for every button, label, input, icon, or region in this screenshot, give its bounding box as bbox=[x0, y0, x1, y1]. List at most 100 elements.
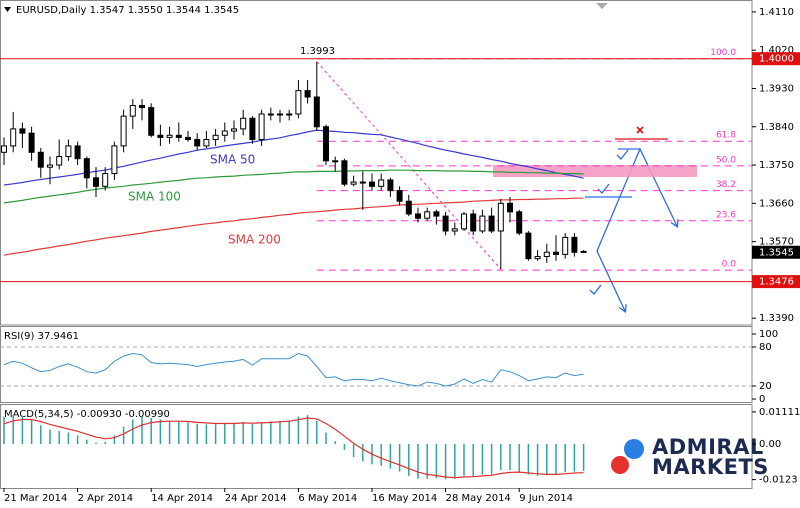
x-tick-label: 6 May 2014 bbox=[298, 493, 357, 504]
fib-trendline bbox=[316, 61, 502, 270]
y-tick-label: 0 bbox=[759, 394, 765, 405]
histogram-bar bbox=[334, 441, 336, 445]
series-label: SMA 50 bbox=[210, 153, 255, 167]
y-tick-label: 1.4020 bbox=[759, 45, 794, 56]
candle-body bbox=[111, 145, 118, 175]
histogram-bar bbox=[40, 425, 42, 445]
histogram-bar bbox=[490, 444, 493, 475]
histogram-bar bbox=[398, 444, 401, 472]
candle-body bbox=[166, 134, 173, 138]
candle-body bbox=[203, 139, 210, 147]
histogram-bar bbox=[546, 444, 548, 476]
rsi-panel bbox=[0, 326, 753, 403]
panel-borders bbox=[0, 0, 753, 489]
main-panel bbox=[0, 0, 753, 326]
cross-mark bbox=[636, 126, 644, 134]
candle-body bbox=[37, 151, 44, 168]
candle-body bbox=[258, 113, 265, 141]
check-mark bbox=[616, 149, 629, 160]
x-tick-label: 14 Apr 2014 bbox=[151, 493, 213, 504]
histogram-bar bbox=[435, 444, 438, 479]
candle-body bbox=[212, 134, 219, 141]
candle-body bbox=[378, 179, 385, 187]
histogram-bar bbox=[58, 431, 60, 445]
histogram-bar bbox=[12, 415, 14, 445]
histogram-bar bbox=[582, 444, 585, 471]
fib-label: 23.6 bbox=[716, 210, 736, 220]
fib-label: 50.0 bbox=[716, 155, 736, 165]
chart-shift-marker[interactable] bbox=[596, 3, 608, 9]
candle-body bbox=[562, 236, 569, 255]
histogram-bar bbox=[509, 444, 511, 471]
histogram-bar bbox=[279, 420, 281, 445]
y-tick-label: 0.00 bbox=[759, 439, 781, 450]
histogram-bar bbox=[49, 429, 51, 445]
candle-body bbox=[194, 139, 201, 147]
candle-body bbox=[359, 181, 366, 184]
histogram-bar bbox=[21, 415, 24, 445]
histogram-bar bbox=[122, 426, 125, 445]
candle-body bbox=[65, 145, 72, 158]
candle-body bbox=[139, 104, 145, 109]
candle-body bbox=[221, 130, 228, 136]
histogram-bar bbox=[196, 423, 198, 445]
candle-body bbox=[74, 145, 81, 160]
moving-average bbox=[3, 169, 584, 204]
price-label-box bbox=[752, 275, 800, 289]
x-tick-label: 9 Jun 2014 bbox=[519, 493, 573, 504]
histogram-bar bbox=[30, 419, 33, 445]
symbol-menu-icon[interactable] bbox=[4, 7, 11, 12]
candle-body bbox=[424, 211, 431, 219]
candle-body bbox=[571, 236, 578, 253]
x-tick-label: 21 Mar 2014 bbox=[4, 493, 67, 504]
histogram-bar bbox=[380, 444, 382, 466]
histogram-bar bbox=[352, 444, 355, 458]
logo-dot bbox=[611, 456, 629, 474]
candle-body bbox=[240, 117, 247, 130]
y-tick-label: 1.3660 bbox=[759, 198, 794, 209]
candle-body bbox=[543, 251, 550, 258]
candle-body bbox=[415, 213, 421, 219]
last-price-box bbox=[752, 245, 800, 259]
histogram-bar bbox=[113, 435, 116, 445]
histogram-bar bbox=[260, 422, 263, 445]
candle-body bbox=[350, 181, 357, 185]
y-tick-label: 0.01111 bbox=[759, 407, 800, 418]
candle-body bbox=[185, 136, 191, 141]
y-tick-label: 1.3570 bbox=[759, 237, 794, 248]
histogram-bar bbox=[104, 441, 106, 445]
histogram-bar bbox=[159, 419, 162, 445]
histogram-bar bbox=[178, 421, 180, 445]
candle-body bbox=[286, 113, 293, 116]
candle-body bbox=[405, 200, 412, 215]
histogram-bar bbox=[233, 423, 235, 445]
histogram-bar bbox=[95, 442, 97, 445]
y-tick-label: 1.3750 bbox=[759, 160, 794, 171]
fib-label: 38.2 bbox=[716, 180, 736, 190]
histogram-bar bbox=[251, 423, 254, 445]
logo: ADMIRAL MARKETS bbox=[611, 435, 768, 479]
candle-body bbox=[83, 158, 90, 179]
histogram-bar bbox=[518, 444, 520, 472]
histogram-bar bbox=[214, 424, 217, 445]
histogram-bar bbox=[76, 435, 79, 445]
candle-body bbox=[516, 211, 523, 234]
histogram-bar bbox=[417, 444, 419, 479]
y-tick-label: 20 bbox=[759, 381, 772, 392]
macd-panel bbox=[0, 404, 753, 489]
rsi-title: RSI(9) 37.9461 bbox=[4, 331, 79, 342]
histogram-bar bbox=[288, 420, 290, 445]
histogram-bar bbox=[224, 423, 226, 445]
histogram-bar bbox=[306, 415, 309, 445]
candle-body bbox=[341, 160, 348, 185]
logo-dot bbox=[624, 439, 644, 459]
histogram-bar bbox=[564, 444, 566, 473]
candle-body bbox=[1, 145, 7, 153]
histogram-bar bbox=[67, 432, 70, 445]
candle-body bbox=[313, 96, 320, 128]
price-zone bbox=[493, 165, 697, 177]
candle-body bbox=[28, 132, 35, 153]
candle-body bbox=[442, 215, 449, 232]
moving-average bbox=[3, 129, 584, 186]
